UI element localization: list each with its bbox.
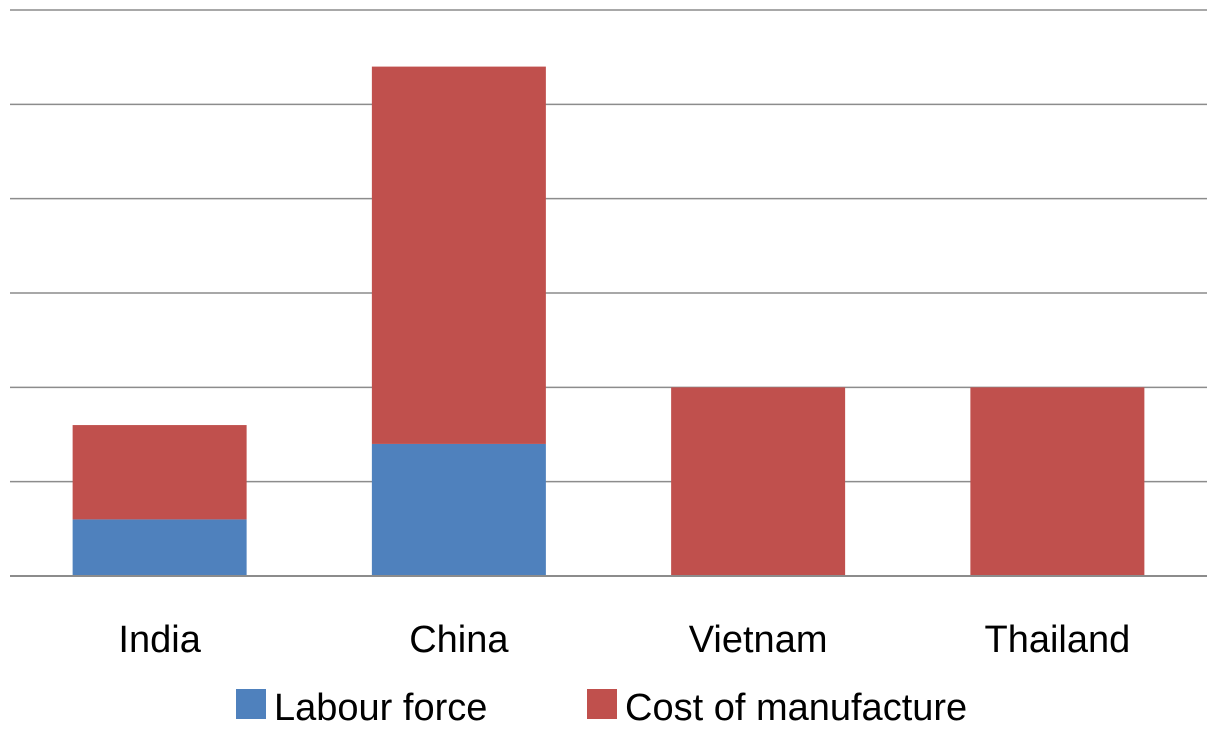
bar-cost-of-manufacture-india <box>72 425 247 520</box>
x-tick-label: India <box>118 619 201 661</box>
x-tick-label: Thailand <box>984 619 1130 661</box>
x-tick-label: Vietnam <box>689 619 828 661</box>
bar-cost-of-manufacture-thailand <box>970 387 1145 576</box>
bar-labour-force-china <box>371 443 546 576</box>
bar-cost-of-manufacture-vietnam <box>671 387 846 576</box>
bars <box>72 66 1145 576</box>
legend-label: Cost of manufacture <box>625 687 967 729</box>
x-tick-label: China <box>409 619 509 661</box>
bar-cost-of-manufacture-china <box>371 66 546 444</box>
legend-swatch <box>236 689 266 719</box>
legend: Labour force Cost of manufacture <box>236 687 967 729</box>
legend-swatch <box>587 689 617 719</box>
legend-label: Labour force <box>274 687 487 729</box>
bar-labour-force-india <box>72 519 247 576</box>
category-labels: India China Vietnam Thailand <box>118 619 1130 661</box>
